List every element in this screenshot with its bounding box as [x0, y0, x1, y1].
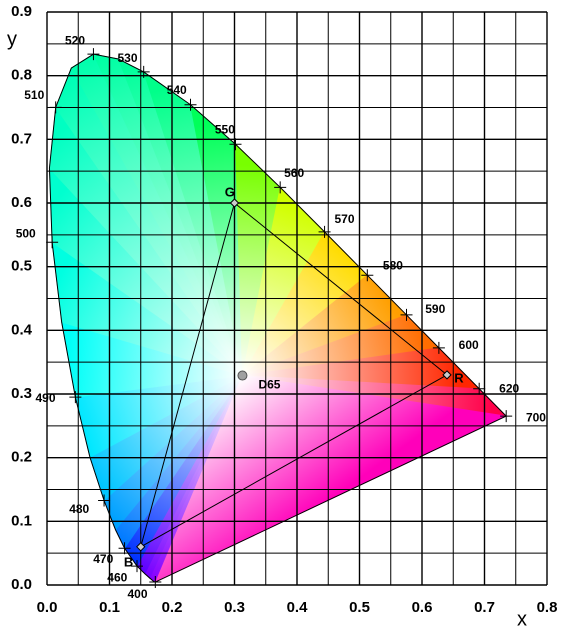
- x-tick-label: 0.0: [37, 599, 58, 616]
- wavelength-marker: [500, 410, 513, 423]
- y-tick-label: 0.1: [11, 512, 32, 529]
- wavelength-label: 400: [128, 587, 148, 601]
- wavelength-label: 470: [93, 552, 113, 566]
- wavelength-label: 520: [65, 34, 85, 48]
- wavelength-marker: [49, 101, 62, 114]
- wavelength-label: 510: [24, 88, 44, 102]
- wavelength-label: 590: [425, 302, 445, 316]
- x-tick-label: 0.7: [474, 599, 495, 616]
- wavelength-marker: [432, 341, 445, 354]
- wavelength-label: 570: [334, 212, 354, 226]
- wavelength-marker: [318, 225, 331, 238]
- x-tick-label: 0.5: [349, 599, 370, 616]
- x-tick-label: 0.1: [99, 599, 120, 616]
- x-tick-label: 0.8: [537, 599, 558, 616]
- wavelength-label: 540: [167, 83, 187, 97]
- y-tick-label: 0.2: [11, 449, 32, 466]
- primary-point: [442, 370, 452, 380]
- wavelength-label: 560: [284, 166, 304, 180]
- primary-label: G: [225, 184, 235, 199]
- primary-label: R: [454, 370, 464, 385]
- y-axis-label: y: [7, 28, 17, 50]
- wavelength-marker: [274, 181, 287, 194]
- x-tick-label: 0.6: [412, 599, 433, 616]
- wavelength-marker: [87, 48, 100, 61]
- wavelength-marker: [98, 494, 111, 507]
- wavelength-marker: [400, 308, 413, 321]
- wavelength-label: 600: [459, 338, 479, 352]
- wavelength-marker: [46, 236, 59, 249]
- x-tick-label: 0.4: [287, 599, 309, 616]
- y-tick-label: 0.0: [11, 576, 32, 593]
- x-axis-label: x: [517, 608, 527, 630]
- wavelength-marker: [137, 65, 150, 78]
- gamut-fill: [48, 53, 508, 583]
- wavelength-label: 530: [117, 51, 137, 65]
- primary-point: [136, 542, 146, 552]
- white-point-label: D65: [258, 378, 280, 392]
- primary-label: B: [124, 554, 133, 569]
- y-tick-label: 0.3: [11, 385, 32, 402]
- y-tick-label: 0.5: [11, 258, 32, 275]
- wavelength-label: 550: [215, 122, 235, 136]
- gamut-triangle: [139, 202, 448, 548]
- wavelength-marker: [149, 575, 162, 588]
- wavelength-label: 490: [36, 391, 56, 405]
- wavelength-marker: [473, 382, 486, 395]
- primary-point: [229, 198, 240, 208]
- wavelength-marker: [229, 138, 242, 151]
- white-point: [237, 370, 248, 381]
- x-tick-label: 0.2: [162, 599, 183, 616]
- wavelength-label: 580: [383, 259, 403, 273]
- wavelength-marker: [118, 542, 131, 555]
- x-tick-label: 0.3: [224, 599, 245, 616]
- wavelength-marker: [69, 391, 82, 404]
- y-tick-label: 0.6: [11, 194, 32, 211]
- wavelength-label: 460: [107, 571, 127, 585]
- y-tick-label: 0.4: [11, 321, 33, 338]
- y-tick-label: 0.9: [11, 3, 32, 20]
- wavelength-label: 700: [526, 410, 546, 424]
- wavelength-label: 480: [69, 502, 89, 516]
- wavelength-marker: [131, 560, 143, 573]
- wavelength-label: 620: [499, 382, 519, 396]
- wavelength-marker: [184, 98, 197, 111]
- y-tick-label: 0.8: [11, 67, 32, 84]
- wavelength-marker: [361, 269, 374, 282]
- y-tick-label: 0.7: [11, 130, 32, 147]
- wavelength-label: 500: [16, 226, 36, 240]
